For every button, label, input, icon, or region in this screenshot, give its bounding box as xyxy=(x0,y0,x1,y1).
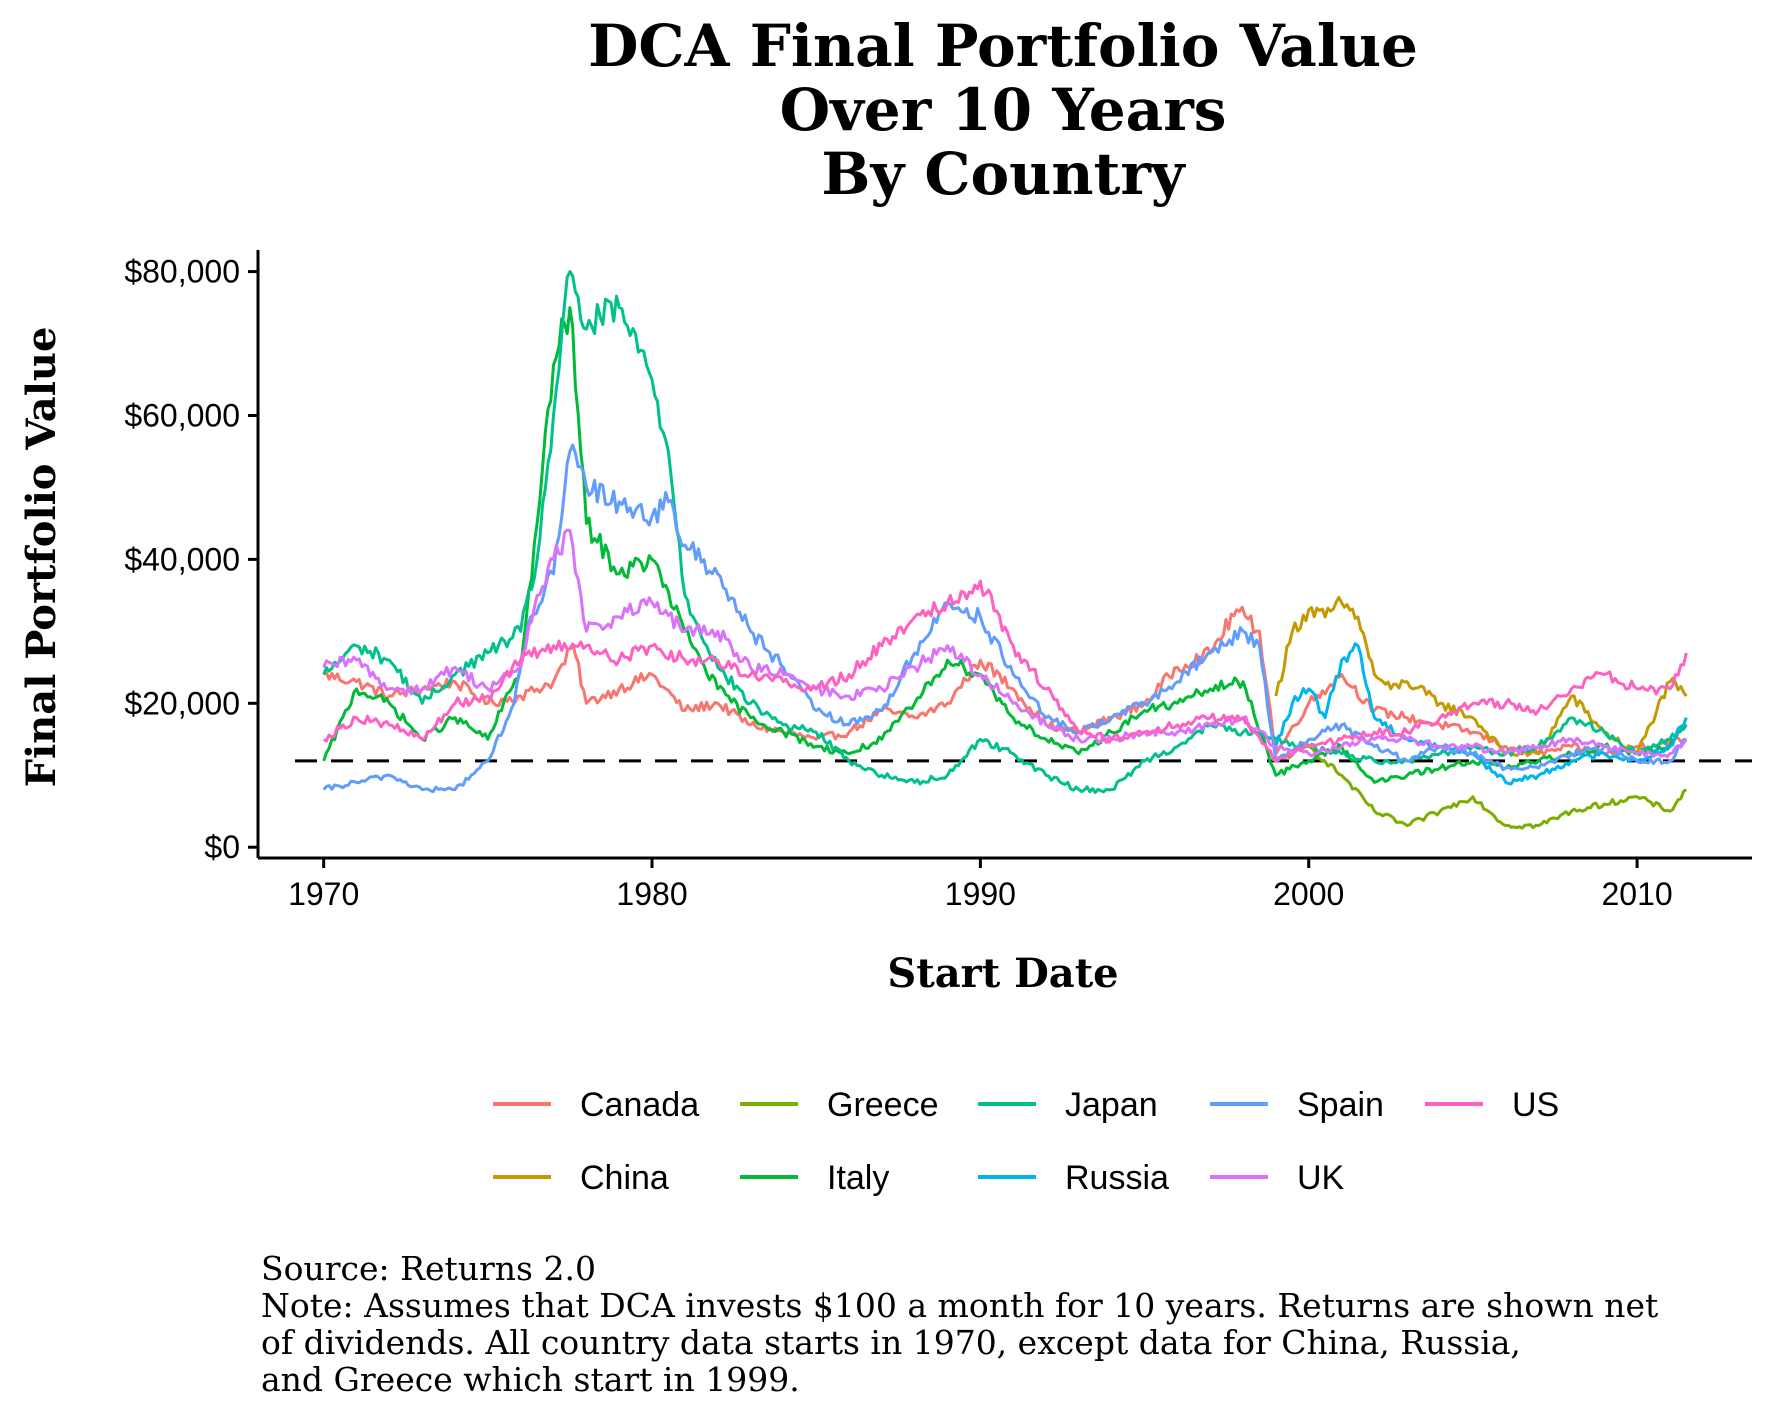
legend-label: Italy xyxy=(827,1159,889,1197)
legend-item-spain: Spain xyxy=(1210,1086,1384,1124)
legend-item-china: China xyxy=(493,1159,669,1197)
legend-item-italy: Italy xyxy=(740,1159,889,1197)
x-tick-label: 2000 xyxy=(1273,876,1344,912)
source-text: Source: Returns 2.0 xyxy=(261,1249,596,1288)
legend-label: Japan xyxy=(1065,1086,1158,1124)
series-line-uk xyxy=(322,528,1688,759)
chart-title-line-3: By Country xyxy=(821,140,1186,208)
y-tick-label: $20,000 xyxy=(124,685,240,721)
legend-label: Greece xyxy=(827,1086,939,1124)
legend-item-greece: Greece xyxy=(740,1086,939,1124)
x-tick-label: 1980 xyxy=(616,876,687,912)
y-axis-label: Final Portfolio Value xyxy=(18,327,65,788)
y-tick-label: $80,000 xyxy=(124,254,240,290)
y-axis-ticks: $0 $20,000 $40,000 $60,000 $80,000 xyxy=(124,254,258,865)
x-axis-ticks: 1970 1980 1990 2000 2010 xyxy=(288,858,1673,912)
y-tick-label: $0 xyxy=(204,829,240,865)
legend-item-uk: UK xyxy=(1210,1159,1345,1197)
series-line-russia xyxy=(1274,642,1688,786)
legend-label: Russia xyxy=(1065,1159,1169,1197)
caption: Source: Returns 2.0 Note: Assumes that D… xyxy=(261,1249,1658,1399)
x-tick-label: 2010 xyxy=(1601,876,1672,912)
legend-item-canada: Canada xyxy=(493,1086,699,1124)
series-line-italy xyxy=(322,306,1687,784)
series-line-canada xyxy=(322,605,1687,757)
series-lines xyxy=(322,270,1688,830)
y-tick-label: $60,000 xyxy=(124,397,240,433)
x-tick-label: 1970 xyxy=(288,876,359,912)
series-line-spain xyxy=(322,443,1687,794)
chart-title-line-1: DCA Final Portfolio Value xyxy=(588,12,1418,80)
legend-label: Canada xyxy=(580,1086,699,1124)
legend-label: US xyxy=(1512,1086,1559,1124)
legend-item-japan: Japan xyxy=(978,1086,1158,1124)
legend-label: China xyxy=(580,1159,669,1197)
x-axis-label: Start Date xyxy=(887,950,1118,997)
y-tick-label: $40,000 xyxy=(124,541,240,577)
note-line-1: Note: Assumes that DCA invests $100 a mo… xyxy=(261,1286,1658,1325)
chart-title-line-2: Over 10 Years xyxy=(780,76,1227,144)
note-line-2: of dividends. All country data starts in… xyxy=(261,1323,1521,1362)
series-line-china xyxy=(1274,595,1688,758)
note-line-3: and Greece which start in 1999. xyxy=(261,1360,800,1399)
legend: Canada China Greece Italy Japan Russia Spain UK… xyxy=(493,1086,1559,1197)
legend-item-us: US xyxy=(1425,1086,1559,1124)
series-line-greece xyxy=(1274,744,1688,830)
legend-label: UK xyxy=(1297,1159,1345,1197)
chart-title: DCA Final Portfolio Value Over 10 Years … xyxy=(588,12,1418,208)
x-tick-label: 1990 xyxy=(945,876,1016,912)
series-line-us xyxy=(322,579,1688,763)
legend-item-russia: Russia xyxy=(978,1159,1169,1197)
series-line-japan xyxy=(322,270,1688,794)
legend-label: Spain xyxy=(1297,1086,1384,1124)
